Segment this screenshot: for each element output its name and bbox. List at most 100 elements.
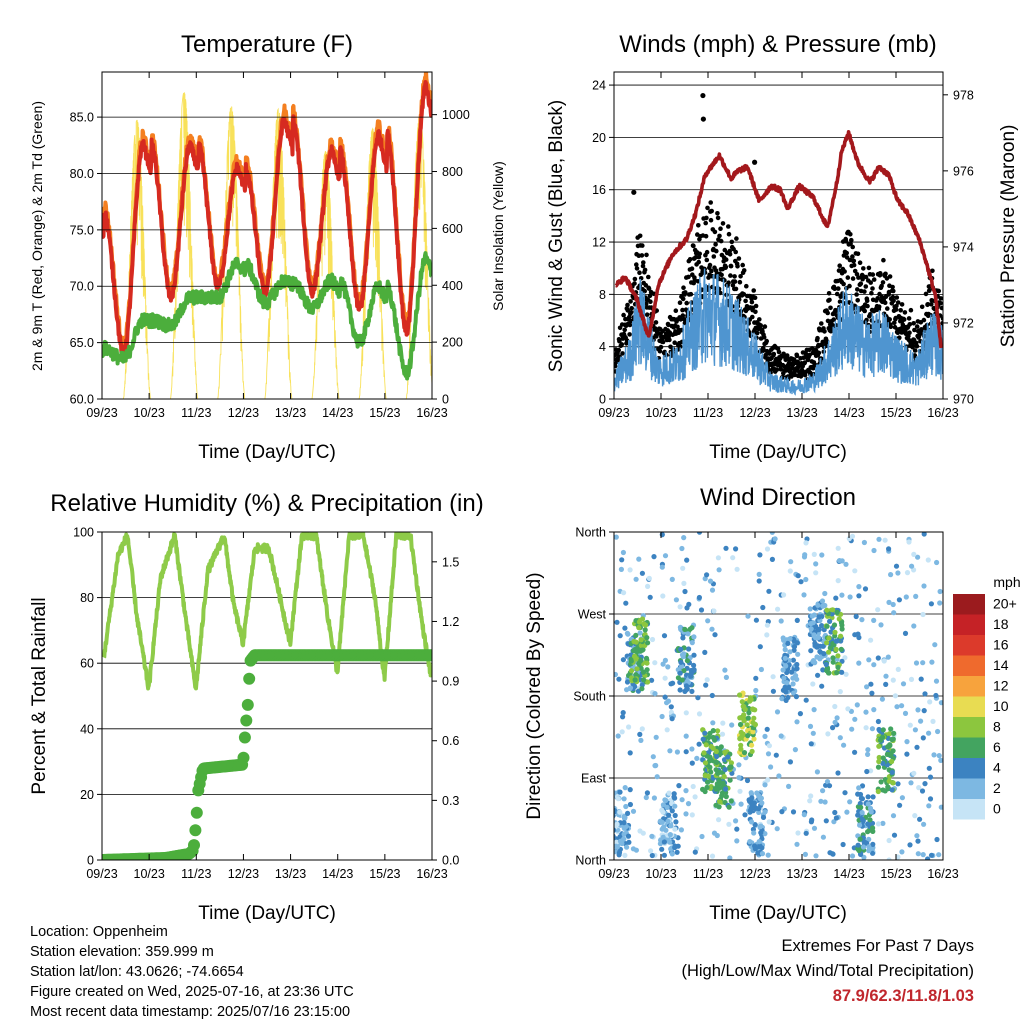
direction-point xyxy=(803,576,809,583)
direction-point xyxy=(877,737,884,743)
direction-point xyxy=(683,788,689,794)
direction-point xyxy=(893,563,900,569)
direction-point xyxy=(620,657,627,663)
direction-point xyxy=(808,626,814,632)
direction-point xyxy=(807,798,813,804)
direction-point xyxy=(621,813,627,820)
direction-point xyxy=(927,774,934,780)
gust-point xyxy=(908,307,914,313)
direction-point xyxy=(719,731,726,737)
direction-point xyxy=(625,810,631,817)
direction-point xyxy=(644,635,650,641)
direction-point xyxy=(871,707,877,713)
direction-point xyxy=(791,690,797,696)
direction-point xyxy=(804,536,810,542)
direction-point xyxy=(662,657,669,664)
gust-point xyxy=(741,268,747,273)
direction-point xyxy=(669,851,675,857)
winds-xlabel: Time (Day/UTC) xyxy=(709,442,847,463)
direction-point xyxy=(715,728,721,734)
gust-point xyxy=(902,310,908,315)
direction-point xyxy=(836,558,843,564)
direction-point xyxy=(765,751,772,757)
direction-point xyxy=(928,852,935,858)
direction-point xyxy=(868,681,874,687)
direction-point xyxy=(822,590,828,597)
gust-point xyxy=(640,243,645,248)
direction-point xyxy=(691,652,697,658)
direction-point xyxy=(626,724,632,730)
direction-point xyxy=(715,555,722,561)
direction-point xyxy=(765,777,771,783)
relative-humidity-line xyxy=(102,532,432,691)
gust-point xyxy=(776,349,782,355)
direction-point xyxy=(835,770,841,776)
gust-point xyxy=(627,332,632,337)
direction-point xyxy=(737,788,743,794)
direction-point xyxy=(690,783,696,790)
solar-insolation-line xyxy=(102,92,432,399)
direction-point xyxy=(620,549,627,556)
direction-point xyxy=(880,755,886,761)
direction-point xyxy=(920,735,926,741)
direction-point xyxy=(640,669,647,675)
gust-point xyxy=(875,296,880,301)
direction-point xyxy=(801,592,807,598)
direction-point xyxy=(757,552,763,558)
winds-ytick-label-right: 974 xyxy=(953,240,974,254)
direction-point xyxy=(870,841,876,848)
direction-point xyxy=(896,597,903,603)
temperature-ytick-label-right: 1000 xyxy=(442,108,470,122)
direction-point xyxy=(843,671,849,677)
direction-point xyxy=(783,689,789,695)
direction-point xyxy=(691,662,697,669)
direction-point xyxy=(899,795,906,801)
direction-point xyxy=(886,731,893,737)
gust-point xyxy=(709,268,714,274)
direction-point xyxy=(849,853,856,859)
direction-point xyxy=(674,849,680,855)
direction-point xyxy=(753,675,759,681)
direction-point xyxy=(824,666,831,672)
direction-point xyxy=(918,676,924,682)
direction-point xyxy=(915,838,921,844)
gust-point xyxy=(632,276,638,282)
gust-point xyxy=(697,251,702,257)
humidity-xtick-label: 14/23 xyxy=(322,867,353,881)
direction-point xyxy=(647,594,653,600)
gust-point xyxy=(914,324,920,329)
gust-point xyxy=(647,293,653,299)
gust-point xyxy=(749,299,755,305)
direction-point xyxy=(870,825,876,831)
gust-point xyxy=(854,292,859,297)
direction-point xyxy=(839,592,845,598)
direction-point xyxy=(867,805,874,811)
direction-point xyxy=(895,781,901,787)
direction-point xyxy=(621,825,627,831)
direction-point xyxy=(922,691,928,697)
direction-point xyxy=(683,749,689,755)
temperature-xtick-label: 14/23 xyxy=(322,406,353,420)
direction-point xyxy=(823,818,829,824)
direction-point xyxy=(702,730,708,736)
direction-point xyxy=(899,703,905,709)
direction-point xyxy=(760,814,767,821)
direction-point xyxy=(809,613,815,619)
direction-point xyxy=(704,779,711,785)
gust-point xyxy=(680,307,685,313)
direction-point xyxy=(925,557,931,563)
direction-point xyxy=(678,827,685,833)
gust-point xyxy=(841,281,846,287)
gust-point xyxy=(726,280,731,286)
direction-point xyxy=(680,565,686,571)
gust-point xyxy=(907,322,913,327)
direction-point xyxy=(772,536,778,542)
gust-point xyxy=(890,294,896,300)
direction-point xyxy=(820,667,826,673)
direction-point xyxy=(684,658,691,664)
direction-point xyxy=(669,808,675,814)
direction-point xyxy=(623,600,629,606)
direction-point xyxy=(616,676,622,682)
direction-point xyxy=(725,754,731,760)
direction-point xyxy=(818,798,824,804)
